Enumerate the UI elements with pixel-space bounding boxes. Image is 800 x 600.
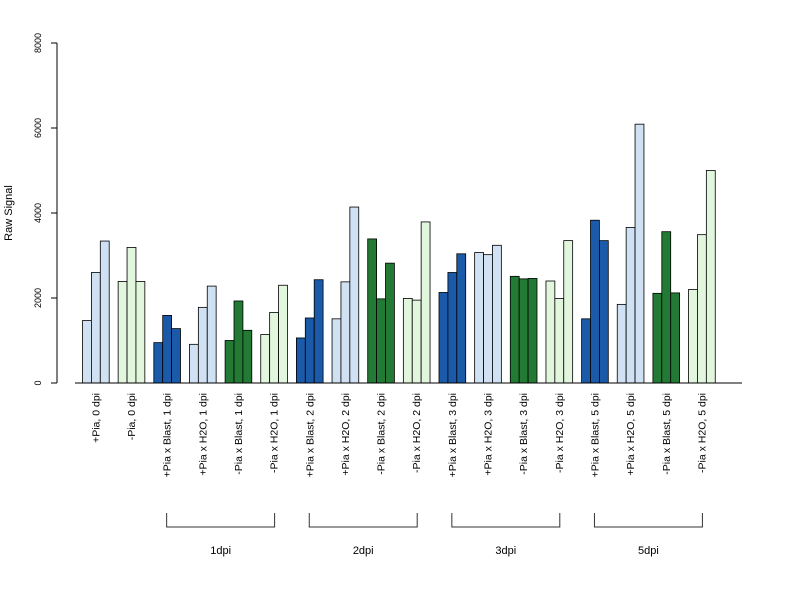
bar-3-2 [206,285,217,384]
bar-16-2 [670,292,681,384]
bar-8-2 [385,262,395,384]
bracket-label-0: 1dpi [210,545,231,557]
category-label-3: +Pia x H2O, 1 dpi [197,393,209,476]
category-label-7: +Pia x H2O, 2 dpi [340,393,352,476]
bar-5-2 [278,284,288,384]
bar-11-2 [492,244,502,384]
bar-4-0 [224,340,235,384]
bar-10-0 [438,292,449,384]
category-label-13: -Pia x H2O, 3 dpi [554,393,566,473]
bar-4-1 [233,300,244,384]
y-tick-label-1: 2000 [33,288,43,308]
category-label-0: +Pia, 0 dpi [90,393,102,443]
category-label-6: +Pia x Blast, 2 dpi [304,393,316,477]
bar-6-1 [304,317,315,384]
bar-6-2 [313,279,324,384]
category-label-11: +Pia x H2O, 3 dpi [483,393,495,476]
y-tick-label-4: 8000 [33,33,43,53]
bar-7-0 [331,318,342,384]
bars-layer [82,123,716,384]
bar-14-0 [581,318,591,384]
bracket-2 [451,513,561,528]
bar-1-1 [126,247,137,384]
bar-17-2 [705,170,716,384]
bracket-label-3: 5dpi [638,545,659,557]
time-brackets: 1dpi 2dpi 3dpi 5dpi [166,513,703,557]
y-tick-label-0: 0 [33,380,43,385]
bar-1-2 [135,281,146,384]
category-label-15: +Pia x H2O, 5 dpi [625,393,637,476]
bar-5-0 [260,334,271,384]
y-axis: 0 2000 4000 6000 8000 [33,33,58,386]
bracket-3 [593,513,703,528]
bar-9-0 [402,298,413,384]
category-label-10: +Pia x Blast, 3 dpi [447,393,459,477]
category-label-8: -Pia x Blast, 2 dpi [376,393,388,475]
bar-8-0 [367,238,378,384]
bar-15-0 [616,303,627,384]
bar-9-2 [420,221,431,384]
bar-11-0 [474,252,484,384]
bar-17-0 [688,289,698,384]
bar-7-2 [349,206,360,384]
bar-17-1 [697,234,707,384]
bar-7-1 [340,281,351,384]
bar-16-0 [652,292,663,384]
y-tick-label-2: 4000 [33,203,43,223]
bar-4-2 [242,329,253,384]
category-label-17: -Pia x H2O, 5 dpi [696,393,708,473]
bar-13-1 [554,298,565,384]
bar-12-0 [509,275,520,384]
y-axis-label: Raw Signal [3,185,15,241]
bracket-label-1: 2dpi [353,545,374,557]
bracket-0 [166,513,276,528]
bar-8-1 [376,298,386,384]
category-label-4: -Pia x Blast, 1 dpi [233,393,245,475]
bar-1-0 [117,281,128,384]
bar-0-0 [82,320,92,384]
bar-6-0 [295,337,306,384]
bar-10-1 [447,272,458,384]
y-tick-label-3: 6000 [33,118,43,138]
bar-3-1 [197,306,208,384]
bar-11-1 [483,254,493,384]
bar-15-1 [625,227,636,384]
bar-3-0 [189,343,199,384]
bracket-label-2: 3dpi [495,545,516,557]
bar-13-2 [563,240,574,384]
bar-14-2 [599,240,609,384]
bar-2-2 [171,328,181,384]
bracket-1 [308,513,418,528]
category-label-12: -Pia x Blast, 3 dpi [518,393,530,475]
bar-9-1 [411,299,422,384]
category-label-1: -Pia, 0 dpi [126,393,138,440]
bar-15-2 [634,123,645,384]
bar-0-1 [91,272,101,384]
category-label-2: +Pia x Blast, 1 dpi [162,393,174,477]
bar-12-2 [527,278,538,384]
bar-5-1 [269,312,279,384]
category-label-14: +Pia x Blast, 5 dpi [589,393,601,477]
bar-14-1 [590,219,600,384]
bar-2-0 [153,342,164,384]
bar-13-0 [545,280,556,384]
bar-0-2 [99,240,110,384]
bar-10-2 [456,253,467,384]
category-labels: +Pia, 0 dpi -Pia, 0 dpi +Pia x Blast, 1 dp… [90,393,708,477]
bar-2-1 [162,315,172,384]
category-label-5: -Pia x H2O, 1 dpi [269,393,281,473]
category-label-16: -Pia x Blast, 5 dpi [661,393,673,475]
bar-16-1 [661,231,672,384]
bar-12-1 [518,278,529,384]
category-label-9: -Pia x H2O, 2 dpi [411,393,423,473]
